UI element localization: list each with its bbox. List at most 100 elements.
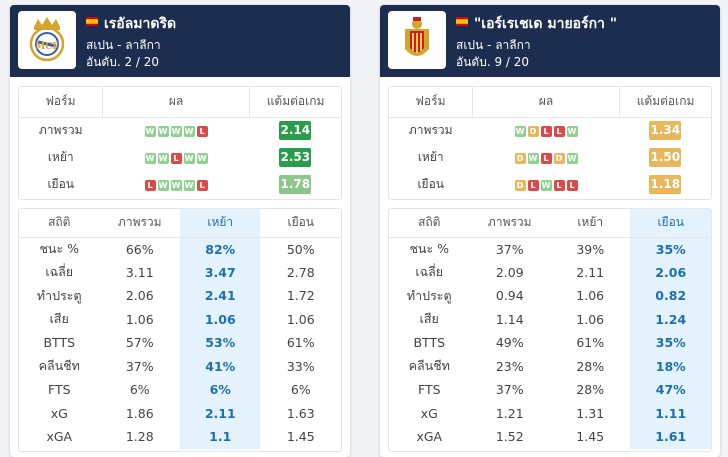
stats-table: สถิติ ภาพรวม เหย้า เยือน ชนะ % 37% 39% 35% เ…	[388, 208, 712, 452]
league-label: สเปน - ลาลีกา	[86, 38, 161, 52]
form-row: ภาพรวม W W W W L 2.14	[19, 117, 341, 144]
stats-overall-value: 1.52	[495, 429, 524, 445]
stats-header: สถิติ	[389, 209, 470, 238]
team-card-mallorca: "เอร์เรเชเด มายอร์กา " สเปน - ลาลีกา อัน…	[380, 5, 720, 457]
stats-away-value: 1.61	[630, 425, 711, 449]
stats-row-label: BTTS	[413, 335, 446, 351]
stats-row-label: เฉลี่ย	[415, 264, 444, 280]
team-name[interactable]: "เอร์เรเชเด มายอร์กา "	[474, 16, 618, 32]
stats-row-label: xG	[420, 405, 438, 421]
result-chip[interactable]: W	[170, 125, 182, 137]
team-header: "เอร์เรเชเด มายอร์กา " สเปน - ลาลีกา อัน…	[380, 5, 720, 77]
mallorca-crest-icon[interactable]	[388, 11, 446, 69]
stats-overall-value: 3.11	[125, 264, 154, 280]
stats-row: ทำประตู 0.94 1.06 0.82	[389, 284, 711, 308]
stats-row: xG 1.86 2.11 1.63	[19, 401, 341, 425]
team-name[interactable]: เรอัลมาดริด	[104, 16, 177, 32]
stats-overall-value: 0.94	[495, 288, 524, 304]
stats-row: xGA 1.52 1.45 1.61	[389, 425, 711, 449]
result-chip[interactable]: W	[527, 152, 539, 164]
stats-row: ทำประตู 2.06 2.41 1.72	[19, 284, 341, 308]
away-header[interactable]: เยือน	[630, 209, 711, 238]
ppg-header: แต้มต่อเกม	[249, 87, 341, 118]
form-header: ฟอร์ม	[389, 87, 473, 118]
stats-away-value: 1.45	[286, 429, 315, 445]
result-chip[interactable]: L	[553, 179, 565, 191]
stats-away-value: 33%	[286, 358, 315, 374]
away-header[interactable]: เยือน	[260, 209, 341, 238]
result-chip[interactable]: W	[566, 125, 578, 137]
home-header[interactable]: เหย้า	[179, 209, 261, 238]
result-chip[interactable]: W	[183, 125, 195, 137]
rank-label: อันดับ. 2 / 20	[86, 55, 160, 69]
real-madrid-crest-icon[interactable]: MCF	[18, 11, 76, 69]
stats-row-label: xGA	[46, 429, 73, 445]
stats-home-value: 1.06	[576, 288, 605, 304]
stats-away-value: 1.06	[286, 311, 315, 327]
stats-row: ชนะ % 66% 82% 50%	[19, 237, 341, 261]
stats-overall-value: 1.06	[125, 311, 154, 327]
result-chip[interactable]: W	[157, 125, 169, 137]
result-chip[interactable]: W	[157, 179, 169, 191]
overall-header[interactable]: ภาพรวม	[99, 209, 180, 238]
stats-overall-value: 23%	[495, 358, 524, 374]
result-chip[interactable]: L	[196, 179, 208, 191]
result-chip[interactable]: W	[183, 179, 195, 191]
form-row: เยือน L W W W L 1.78	[19, 171, 341, 198]
stats-overall-value: 37%	[125, 358, 154, 374]
result-chip[interactable]: L	[540, 152, 552, 164]
stats-away-value: 50%	[286, 241, 315, 257]
league-label: สเปน - ลาลีกา	[456, 38, 531, 52]
stats-row-label: เสีย	[419, 311, 439, 327]
result-chip[interactable]: W	[196, 152, 208, 164]
result-chip[interactable]: W	[157, 152, 169, 164]
result-chip[interactable]: W	[144, 152, 156, 164]
stats-away-value: 6%	[290, 382, 311, 398]
stats-row-label: ชนะ %	[409, 241, 450, 256]
stats-row-label: ชนะ %	[39, 241, 80, 256]
stats-overall-value: 66%	[125, 241, 154, 257]
result-chip[interactable]: W	[514, 125, 526, 137]
result-chip[interactable]: L	[566, 179, 578, 191]
stats-row-label: ทำประตู	[36, 287, 82, 303]
result-chip[interactable]: W	[540, 179, 552, 191]
stats-row: เสีย 1.06 1.06 1.06	[19, 307, 341, 331]
stats-home-value: 2.11	[179, 401, 261, 425]
stats-overall-value: 49%	[495, 335, 524, 351]
stats-row: FTS 6% 6% 6%	[19, 378, 341, 402]
stats-away-value: 1.72	[286, 288, 315, 304]
result-chip[interactable]: W	[183, 152, 195, 164]
result-chip[interactable]: D	[514, 152, 526, 164]
result-chip[interactable]: D	[527, 125, 539, 137]
ppg-cell: 1.18	[620, 171, 711, 198]
stats-row: BTTS 57% 53% 61%	[19, 331, 341, 355]
stats-away-value: 2.06	[630, 260, 711, 284]
result-chip[interactable]: L	[170, 152, 182, 164]
team-header: MCF เรอัลมาดริด สเปน - ลาลีกา อันดับ. 2 …	[10, 5, 350, 77]
result-chip[interactable]: L	[553, 125, 565, 137]
result-chip[interactable]: L	[540, 125, 552, 137]
rank-label: อันดับ. 9 / 20	[456, 55, 530, 69]
stats-row-label: เสีย	[49, 311, 69, 327]
ppg-cell: 2.14	[250, 117, 341, 144]
result-chip[interactable]: W	[170, 179, 182, 191]
stats-row-label: เฉลี่ย	[45, 264, 74, 280]
stats-overall-value: 1.14	[495, 311, 524, 327]
home-header[interactable]: เหย้า	[549, 209, 631, 238]
result-chip[interactable]: W	[144, 125, 156, 137]
result-chip[interactable]: L	[144, 179, 156, 191]
result-chip[interactable]: W	[566, 152, 578, 164]
stats-row: เฉลี่ย 2.09 2.11 2.06	[389, 260, 711, 284]
result-chip[interactable]: L	[196, 125, 208, 137]
overall-header[interactable]: ภาพรวม	[469, 209, 550, 238]
form-row: เหย้า D W L D W 1.50	[389, 144, 711, 171]
result-chip[interactable]: D	[514, 179, 526, 191]
stats-home-value: 28%	[576, 358, 605, 374]
stats-away-value: 2.78	[286, 264, 315, 280]
result-chip[interactable]: D	[553, 152, 565, 164]
result-chip[interactable]: L	[527, 179, 539, 191]
stats-home-value: 1.1	[179, 425, 261, 449]
